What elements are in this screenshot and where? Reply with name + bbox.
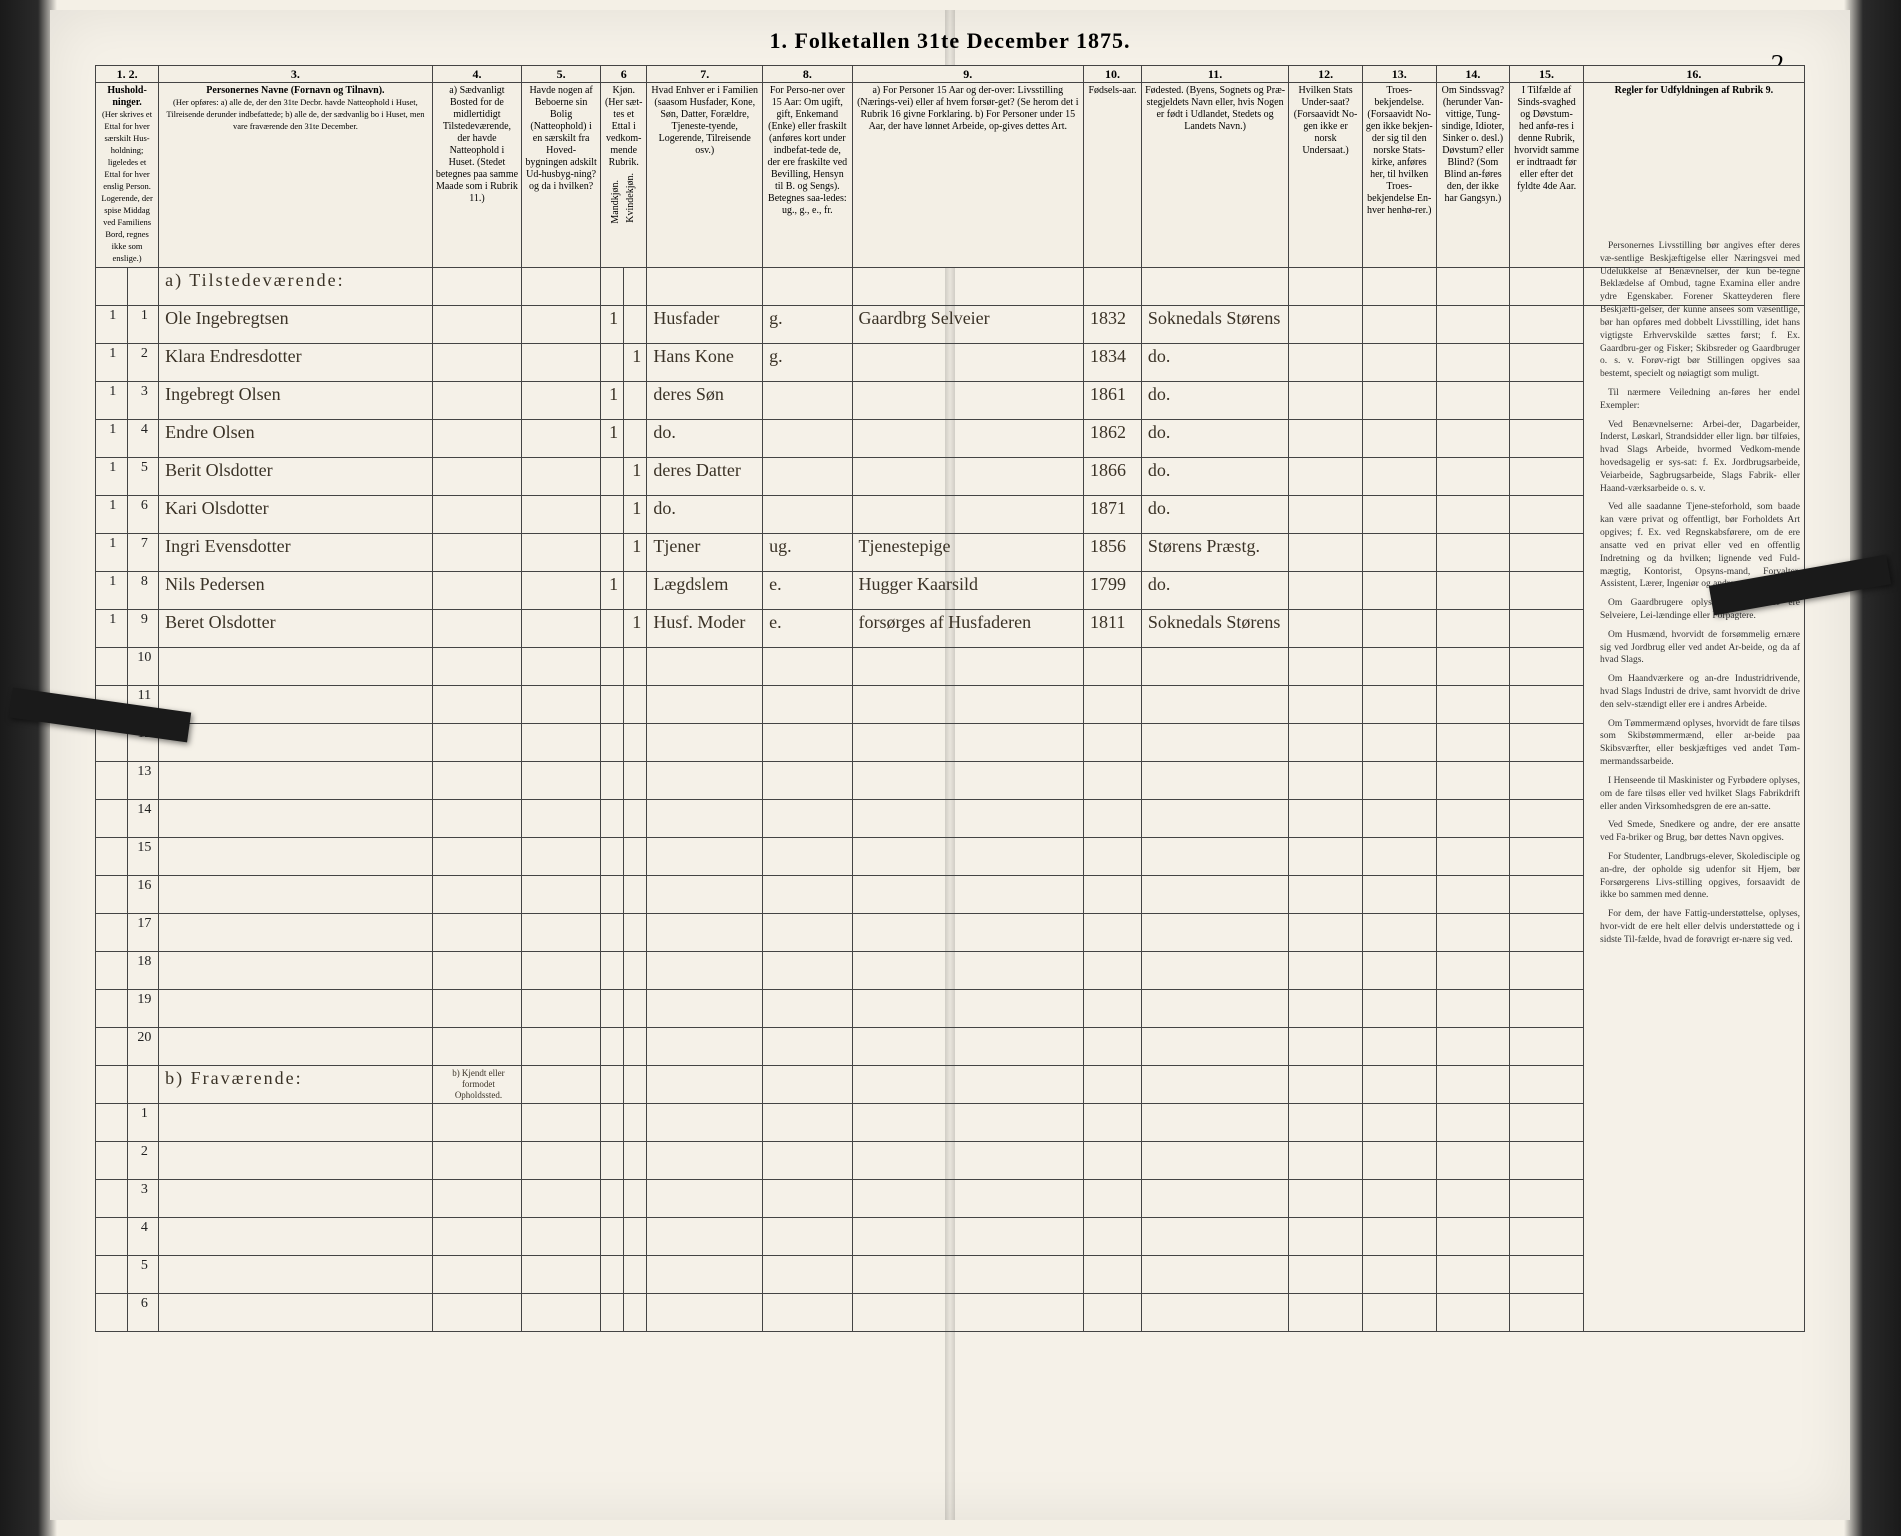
present-persons-body: a) Tilstedeværende:11Ole Ingebregtsen1Hu… xyxy=(96,268,1805,1066)
header-row: Hushold- ninger.(Her skrives et Ettal fo… xyxy=(96,83,1805,268)
col-9: 9. xyxy=(852,66,1084,83)
table-row-blank: 17 xyxy=(96,914,1805,952)
table-row-blank: 4 xyxy=(96,1218,1805,1256)
col-16: 16. xyxy=(1583,66,1804,83)
hdr-religion: Troes-bekjendelse. (Forsaavidt No-gen ik… xyxy=(1362,83,1436,268)
ledger-page: 1. Folketallen 31te December 1875. 2. 1.… xyxy=(50,10,1850,1520)
hdr-marital: For Perso-ner over 15 Aar: Om ugift, gif… xyxy=(763,83,852,268)
col-6: 6 xyxy=(601,66,647,83)
col-10: 10. xyxy=(1084,66,1142,83)
instruction-paragraph: For dem, der have Fattig-understøttelse,… xyxy=(1600,908,1800,946)
instruction-paragraph: Personernes Livsstilling bør angives eft… xyxy=(1600,240,1800,381)
hdr-names: Personernes Navne (Fornavn og Tilnavn).(… xyxy=(159,83,433,268)
table-row: 13Ingebregt Olsen1deres Søn1861do. xyxy=(96,382,1805,420)
table-row-blank: 5 xyxy=(96,1256,1805,1294)
page-title: 1. Folketallen 31te December 1875. xyxy=(50,28,1850,54)
instruction-paragraph: Om Husmænd, hvorvidt de forsømmelig ernæ… xyxy=(1600,629,1800,667)
instruction-paragraph: Ved Benævnelserne: Arbei-der, Dagarbeide… xyxy=(1600,419,1800,496)
col-1-2: 1. 2. xyxy=(96,66,159,83)
table-row-blank: 6 xyxy=(96,1294,1805,1332)
table-row: 11Ole Ingebregtsen1Husfaderg.Gaardbrg Se… xyxy=(96,306,1805,344)
col-11: 11. xyxy=(1141,66,1288,83)
table-row: 17Ingri Evensdotter1Tjenerug.Tjenestepig… xyxy=(96,534,1805,572)
section-present: a) Tilstedeværende: xyxy=(159,268,433,306)
table-row: 16Kari Olsdotter1do.1871do. xyxy=(96,496,1805,534)
table-row-blank: 3 xyxy=(96,1180,1805,1218)
hdr-households: Hushold- ninger.(Her skrives et Ettal fo… xyxy=(96,83,159,268)
col-3: 3. xyxy=(159,66,433,83)
table-row: 14Endre Olsen1do.1862do. xyxy=(96,420,1805,458)
hdr-birth-year: Fødsels-aar. xyxy=(1084,83,1142,268)
col-13: 13. xyxy=(1362,66,1436,83)
instruction-paragraph: Om Haandværkere og an-dre Industridriven… xyxy=(1600,673,1800,711)
hdr-nationality: Hvilken Stats Under-saat? (Forsaavidt No… xyxy=(1289,83,1363,268)
table-row-blank: 2 xyxy=(96,1142,1805,1180)
hdr-residence: a) Sædvanligt Bosted for de midlertidigt… xyxy=(432,83,521,268)
table-row-blank: 15 xyxy=(96,838,1805,876)
table-row: 19Beret Olsdotter1Husf. Modere.forsørges… xyxy=(96,610,1805,648)
instruction-paragraph: Om Tømmermænd oplyses, hvorvidt de fare … xyxy=(1600,718,1800,769)
table-row-blank: 1 xyxy=(96,1104,1805,1142)
table-row-blank: 16 xyxy=(96,876,1805,914)
table-row-blank: 18 xyxy=(96,952,1805,990)
table-row: 15Berit Olsdotter1deres Datter1866do. xyxy=(96,458,1805,496)
table-row-blank: 20 xyxy=(96,1028,1805,1066)
instruction-paragraph: I Henseende til Maskinister og Fyrbødere… xyxy=(1600,775,1800,813)
census-table: 1. 2. 3. 4. 5. 6 7. 8. 9. 10. 11. 12. 13… xyxy=(95,65,1805,1332)
col-14: 14. xyxy=(1436,66,1510,83)
table-row: 18Nils Pedersen1Lægdsleme.Hugger Kaarsil… xyxy=(96,572,1805,610)
column-number-row: 1. 2. 3. 4. 5. 6 7. 8. 9. 10. 11. 12. 13… xyxy=(96,66,1805,83)
hdr-family-role: Hvad Enhver er i Familien (saasom Husfad… xyxy=(647,83,763,268)
instruction-paragraph: For Studenter, Landbrugs-elever, Skoledi… xyxy=(1600,851,1800,902)
col-12: 12. xyxy=(1289,66,1363,83)
table-row-blank: 12 xyxy=(96,724,1805,762)
hdr-occupation: a) For Personer 15 Aar og der-over: Livs… xyxy=(852,83,1084,268)
hdr-disability-age: I Tilfælde af Sinds-svaghed og Døvstum-h… xyxy=(1510,83,1584,268)
hdr-sex: Kjøn. (Her sæt-tes et Ettal i vedkom-men… xyxy=(601,83,647,268)
col-15: 15. xyxy=(1510,66,1584,83)
table-row-blank: 13 xyxy=(96,762,1805,800)
instruction-paragraph: Ved Smede, Snedkere og andre, der ere an… xyxy=(1600,819,1800,845)
section-absent: b) Fraværende: xyxy=(159,1066,433,1104)
table-row-blank: 19 xyxy=(96,990,1805,1028)
absent-persons-body: b) Fraværende:b) Kjendt eller formodet O… xyxy=(96,1066,1805,1332)
instruction-paragraph: Til nærmere Veiledning an-føres her ende… xyxy=(1600,387,1800,413)
col-5: 5. xyxy=(522,66,601,83)
table-row: 12Klara Endresdotter1Hans Koneg.1834do. xyxy=(96,344,1805,382)
col-4: 4. xyxy=(432,66,521,83)
table-row-blank: 10 xyxy=(96,648,1805,686)
hdr-outbuilding: Havde nogen af Beboerne sin Bolig (Natte… xyxy=(522,83,601,268)
hdr-birthplace: Fødested. (Byens, Sognets og Præ-stegjel… xyxy=(1141,83,1288,268)
col-7: 7. xyxy=(647,66,763,83)
col-8: 8. xyxy=(763,66,852,83)
table-row-blank: 14 xyxy=(96,800,1805,838)
hdr-disability: Om Sindssvag? (herunder Van-vittige, Tun… xyxy=(1436,83,1510,268)
table-row-blank: 11 xyxy=(96,686,1805,724)
